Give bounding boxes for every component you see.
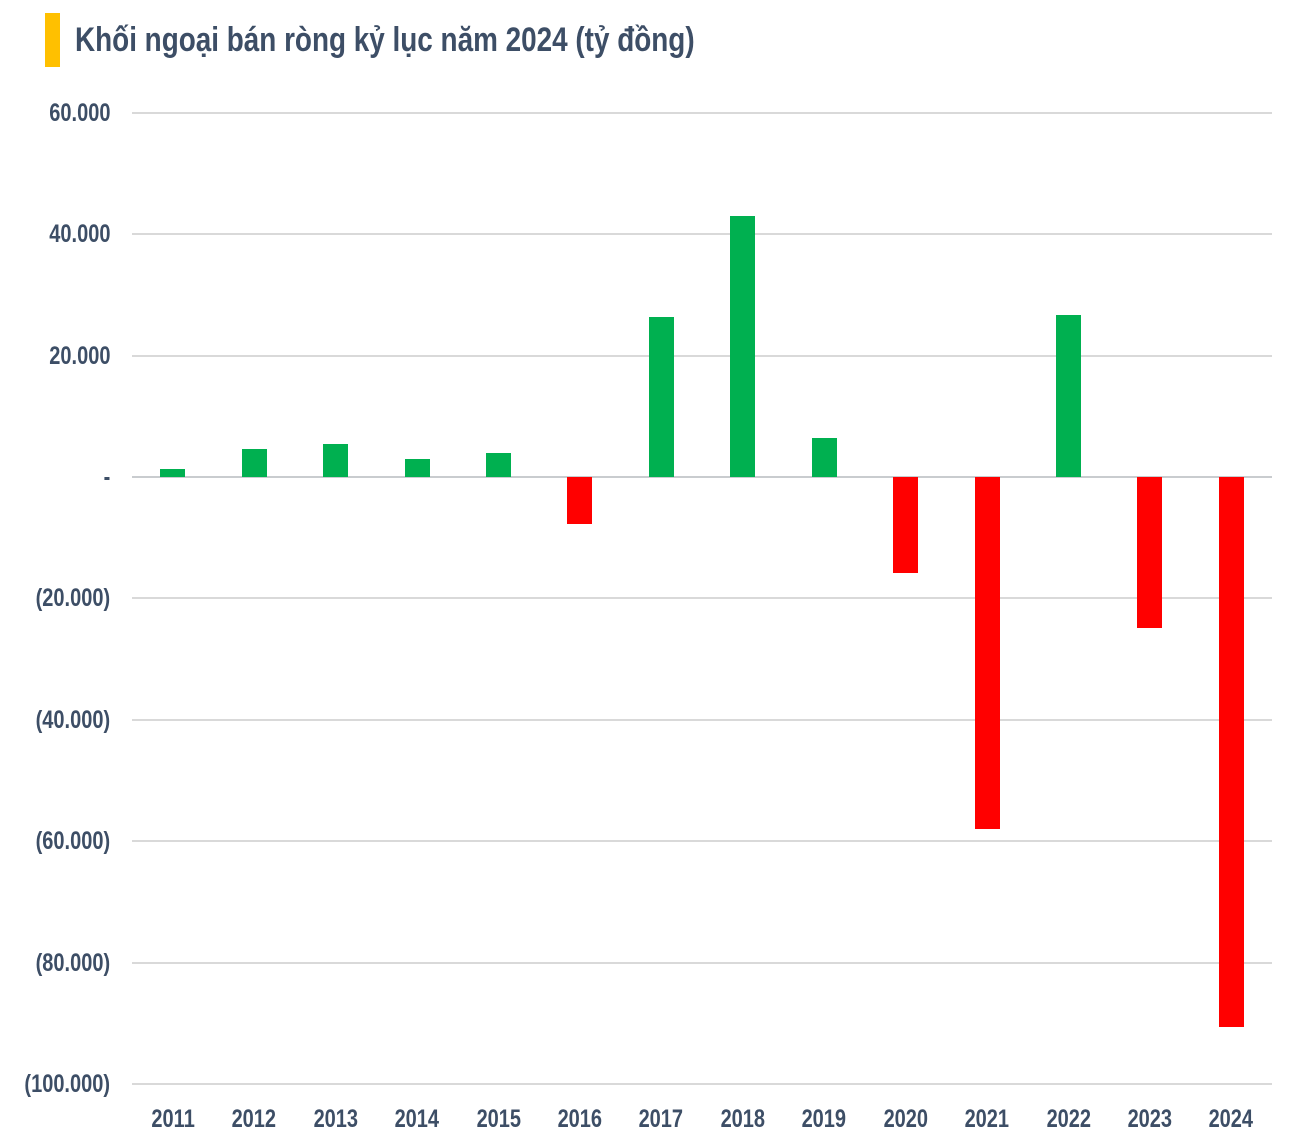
y-axis-tick-label: 20.000 [48, 341, 110, 370]
x-axis-label-2020: 2020 [883, 1105, 928, 1133]
gridline [132, 718, 1272, 721]
bar-2014 [404, 459, 430, 477]
title-accent-bar [45, 13, 60, 67]
x-axis-label-2018: 2018 [720, 1105, 765, 1133]
y-axis-tick-label: (100.000) [24, 1070, 110, 1098]
gridline [132, 840, 1272, 843]
y-axis-tick-label: 60.000 [48, 98, 110, 127]
y-axis-tick-label: - [103, 463, 110, 491]
gridline [132, 1083, 1272, 1085]
x-axis-label-2013: 2013 [313, 1105, 358, 1133]
bar-2018 [730, 215, 756, 477]
bar-2024 [1218, 477, 1244, 1027]
bar-2021 [974, 477, 1000, 830]
y-axis-tick-label: (80.000) [35, 948, 111, 977]
bar-2016 [567, 477, 593, 524]
gridline [132, 597, 1272, 600]
x-axis-label-2021: 2021 [964, 1105, 1010, 1133]
x-axis-label-2015: 2015 [476, 1105, 521, 1133]
y-axis-tick-label: 40.000 [48, 220, 110, 249]
x-axis-label-2011: 2011 [151, 1105, 195, 1133]
bar-2011 [160, 469, 186, 477]
y-axis-tick-label: (40.000) [35, 705, 111, 734]
bar-2015 [485, 452, 511, 477]
x-axis-label-2019: 2019 [801, 1105, 847, 1133]
bar-2020 [893, 477, 919, 573]
gridline [132, 111, 1272, 114]
x-axis-label-2017: 2017 [639, 1105, 684, 1133]
y-axis-tick-label: (20.000) [35, 584, 111, 613]
zero-axis-line [132, 476, 1272, 478]
bar-2017 [648, 316, 674, 477]
gridline [132, 354, 1272, 357]
x-axis-label-2022: 2022 [1046, 1105, 1091, 1133]
y-axis-tick-label: (60.000) [35, 827, 111, 856]
bar-2012 [241, 449, 267, 477]
bar-2022 [1055, 314, 1081, 477]
x-axis-label-2023: 2023 [1127, 1105, 1173, 1133]
chart-title: Khối ngoại bán ròng kỷ lục năm 2024 (tỷ … [75, 12, 831, 68]
bar-2019 [811, 438, 837, 477]
bar-2023 [1137, 477, 1163, 629]
x-axis-label-2014: 2014 [394, 1105, 440, 1133]
gridline [132, 961, 1272, 964]
gridline [132, 233, 1272, 236]
x-axis-label-2012: 2012 [231, 1105, 277, 1133]
x-axis-label-2024: 2024 [1209, 1105, 1254, 1133]
chart-title-text: Khối ngoại bán ròng kỷ lục năm 2024 (tỷ … [75, 20, 695, 59]
bar-2013 [323, 443, 349, 477]
x-axis-label-2016: 2016 [557, 1105, 603, 1133]
